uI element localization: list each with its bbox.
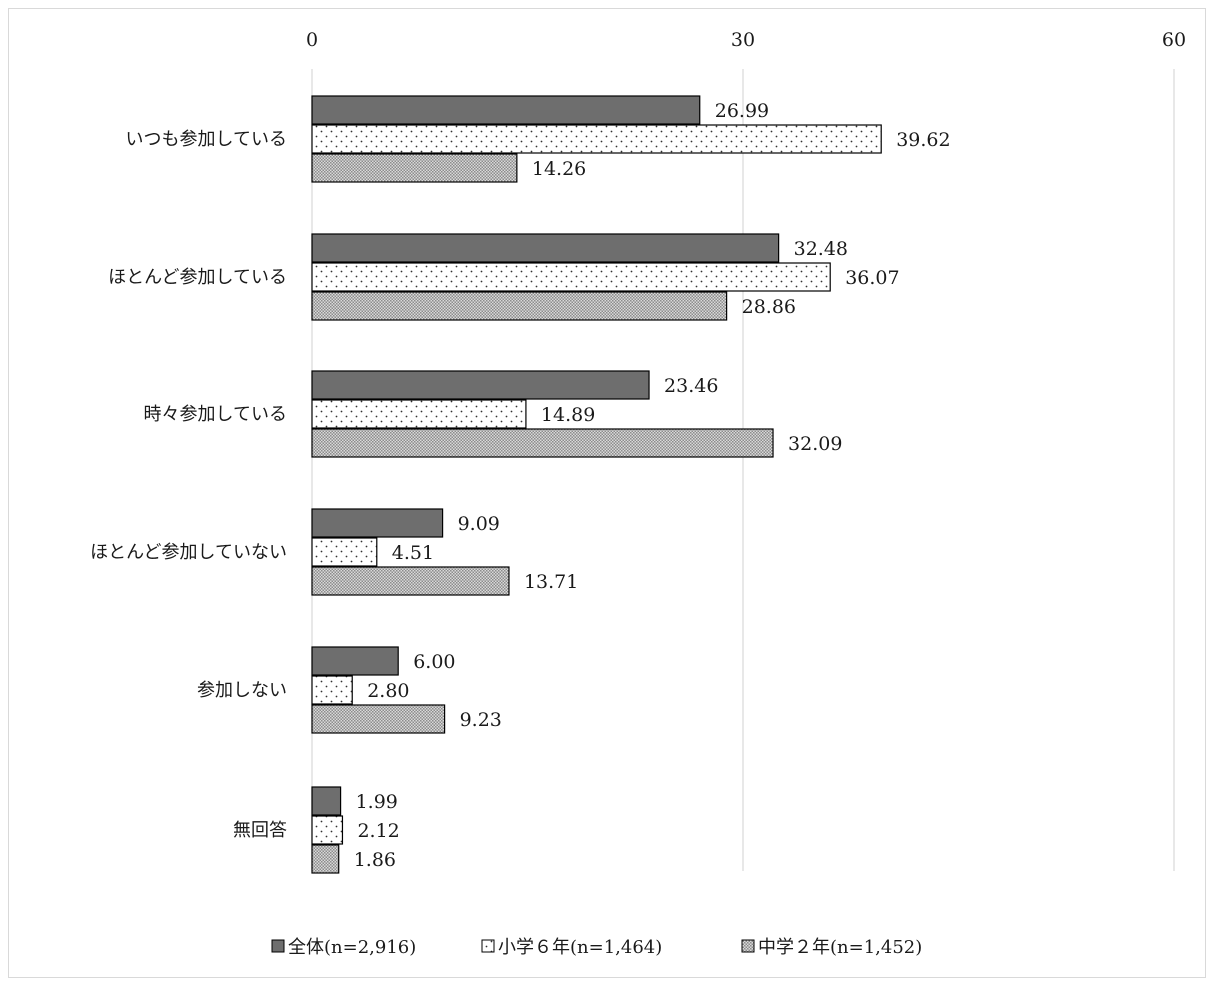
data-label: 36.07 [845,267,899,289]
bar-series-2 [311,399,527,429]
bar-series-1 [311,508,444,538]
data-label: 23.46 [664,375,718,397]
legend-label: 全体(n=2,916) [288,937,416,958]
data-label: 14.89 [541,404,595,426]
x-tick-label: 60 [1162,29,1186,51]
bar-series-2 [311,537,378,567]
bar-series-2 [311,262,831,292]
data-label: 13.71 [524,571,578,593]
bar-series-2 [311,815,344,845]
category-label: ほとんど参加している [108,267,287,288]
data-label: 32.09 [788,433,842,455]
bar-series-2 [311,124,882,154]
bar-series-1 [311,646,399,676]
bars [311,95,882,874]
legend-label: 小学６年(n=1,464) [498,937,662,958]
data-label: 6.00 [413,651,455,673]
data-label: 1.99 [356,791,398,813]
data-label: 14.26 [532,158,586,180]
bar-series-3 [311,428,774,458]
legend-label: 中学２年(n=1,452) [758,937,922,958]
bar-series-3 [311,566,510,596]
bar-series-1 [311,233,780,263]
chart-frame: 0 30 60 いつも参加しているほとんど参加している時々参加しているほとんど参加し… [8,8,1206,978]
data-label: 9.23 [460,709,502,731]
data-labels: 26.99 39.62 14.26 32.48 36.07 28.86 23.46 14.89… [354,100,951,871]
bar-series-1 [311,370,650,400]
legend-swatch [481,939,495,953]
category-label: 参加しない [197,680,287,701]
data-label: 26.99 [715,100,769,122]
legend: 全体(n=2,916) 小学６年(n=1,464) 中学２年(n=1,452) [271,937,922,958]
bar-series-2 [311,675,353,705]
legend-swatch [271,939,285,953]
bar-series-3 [311,291,728,321]
data-label: 32.48 [794,238,848,260]
data-label: 2.12 [357,820,399,842]
category-labels: いつも参加しているほとんど参加している時々参加しているほとんど参加していない参加… [90,129,287,841]
bar-chart: 0 30 60 いつも参加しているほとんど参加している時々参加しているほとんど参加し… [90,29,1186,958]
category-label: 無回答 [233,820,287,841]
data-label: 9.09 [458,513,500,535]
bar-series-1 [311,786,342,816]
data-label: 4.51 [392,542,434,564]
data-label: 2.80 [367,680,409,702]
gridlines [311,69,1175,871]
bar-series-3 [311,153,518,183]
bar-series-1 [311,95,701,125]
legend-swatch [741,939,755,953]
category-label: いつも参加している [126,129,287,150]
x-tick-label: 0 [306,29,318,51]
data-label: 28.86 [742,296,796,318]
bar-series-3 [311,844,340,874]
x-tick-label: 30 [731,29,755,51]
data-label: 1.86 [354,849,396,871]
category-label: 時々参加している [144,404,287,425]
bar-series-3 [311,704,446,734]
x-axis-ticks: 0 30 60 [306,29,1186,51]
data-label: 39.62 [896,129,950,151]
category-label: ほとんど参加していない [90,542,287,563]
